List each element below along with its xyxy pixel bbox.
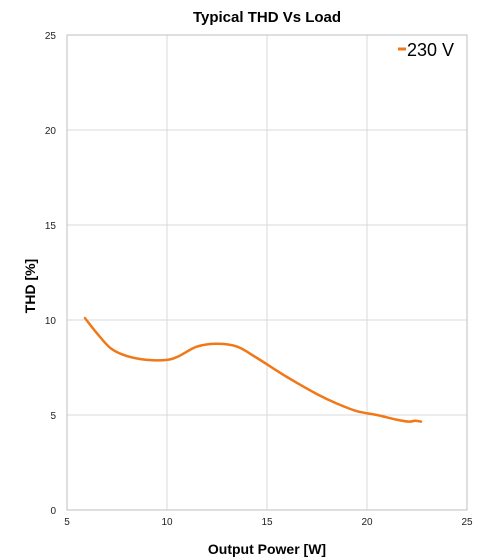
x-axis-title: Output Power [W]	[208, 541, 326, 557]
y-tick-label: 10	[45, 316, 57, 327]
x-tick-label: 10	[161, 517, 173, 528]
legend-label-230v: 230 V	[407, 40, 454, 60]
y-tick-label: 20	[45, 126, 57, 137]
legend: 230 V	[398, 40, 454, 60]
grid	[66, 34, 468, 511]
plot-area	[66, 34, 468, 511]
y-axis-title: THD [%]	[22, 259, 38, 313]
y-tick-label: 25	[45, 31, 57, 42]
y-tick-label: 5	[50, 411, 56, 422]
series-layer	[83, 316, 423, 423]
x-tick-label: 25	[461, 517, 473, 528]
x-tick-label: 5	[64, 517, 70, 528]
x-tick-label: 20	[361, 517, 373, 528]
chart-title: Typical THD Vs Load	[193, 9, 341, 26]
x-tick-label: 15	[261, 517, 273, 528]
y-tick-label: 15	[45, 221, 57, 232]
series-line-0	[83, 316, 423, 423]
y-tick-label: 0	[50, 506, 56, 517]
